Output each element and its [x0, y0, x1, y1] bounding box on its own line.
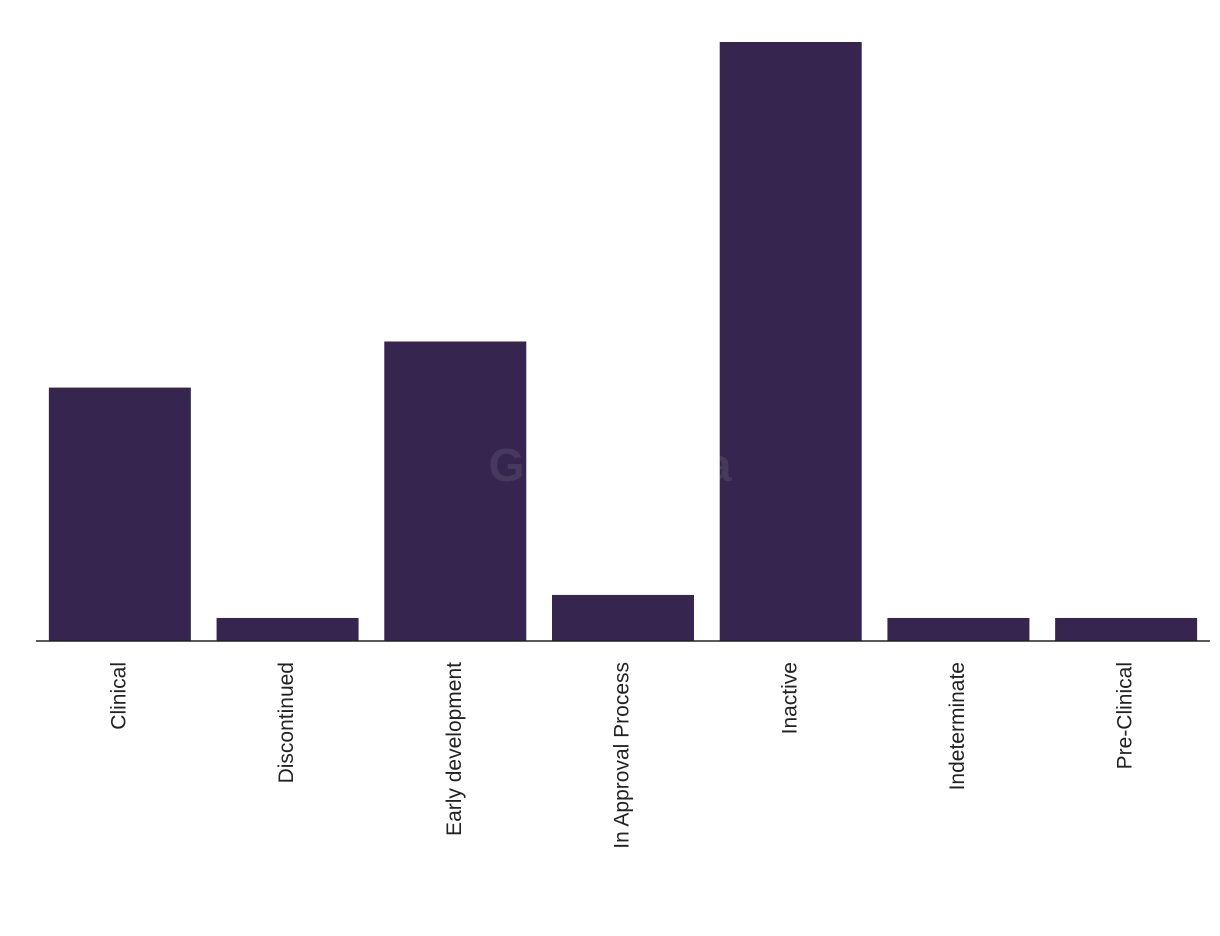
x-tick-label: Pre-Clinical — [1114, 662, 1137, 769]
bar — [384, 341, 527, 641]
x-tick-label: Discontinued — [275, 662, 298, 783]
x-tick-label: Clinical — [107, 662, 130, 730]
x-tick-label: In Approval Process — [611, 662, 634, 849]
bars — [48, 42, 1198, 641]
bar — [216, 617, 359, 641]
bar — [719, 42, 862, 641]
x-tick-label: Inactive — [778, 662, 801, 734]
watermark: GlobalData — [489, 439, 732, 491]
x-tick-label: Indeterminate — [946, 662, 969, 790]
x-tick-label: Early development — [443, 662, 466, 836]
bar — [887, 617, 1030, 641]
bar — [552, 594, 694, 641]
bar — [48, 387, 191, 641]
bar — [1055, 617, 1198, 641]
